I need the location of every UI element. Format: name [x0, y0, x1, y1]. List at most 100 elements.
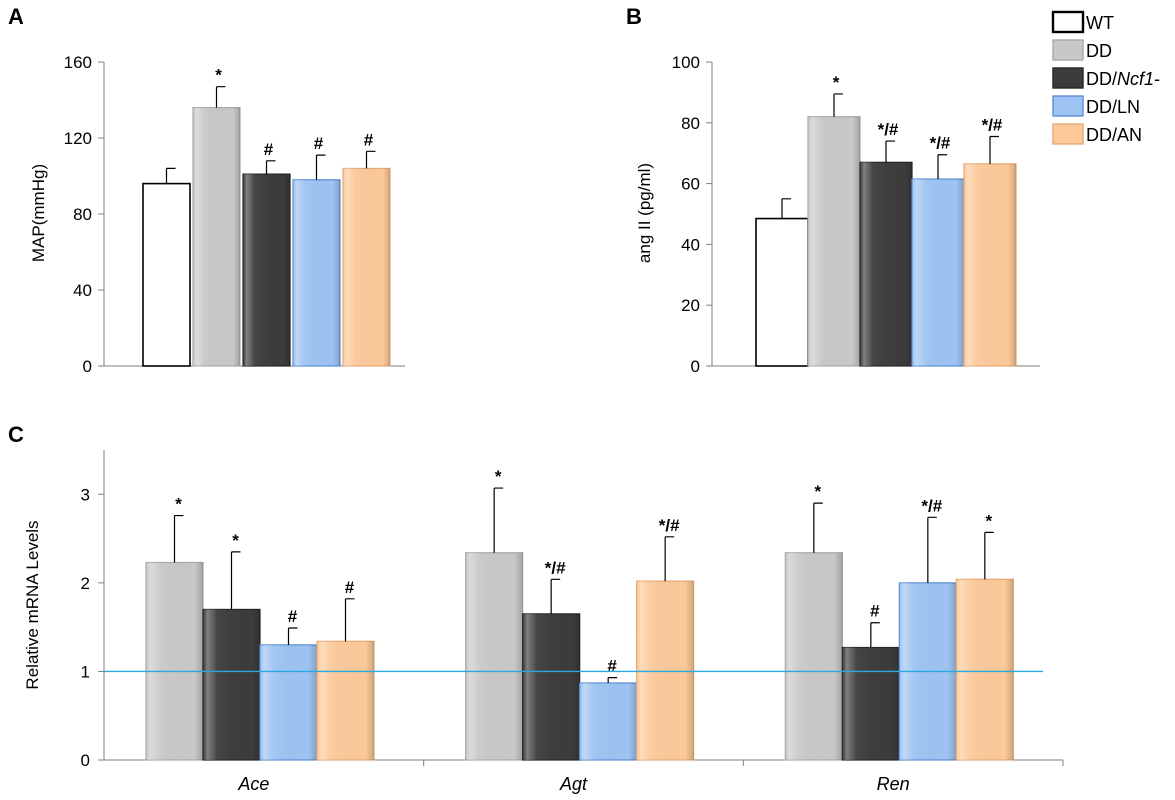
y-axis-label-c: Relative mRNA Levels: [23, 520, 42, 689]
y-tick-label-b: 100: [672, 53, 700, 72]
legend-label-DDNcf1: DD/Ncf1-: [1086, 69, 1160, 89]
y-tick-label-b: 80: [681, 114, 700, 133]
y-tick-label-c: 0: [81, 751, 90, 770]
error-bar-c-Ace-DD: [173, 514, 184, 563]
y-tick-label-c: 2: [81, 574, 90, 593]
significance-label-c: */#: [921, 496, 942, 515]
significance-label-b: */#: [878, 120, 899, 139]
chart-panel-a: MAP(mmHg) 0 40 80 120 160 * # # #: [29, 53, 405, 376]
error-bar-a-WT: [165, 167, 176, 184]
significance-label-b: */#: [982, 115, 1003, 134]
bar-b-DD-shade: [808, 116, 860, 366]
bar-a-DDLN-shade: [293, 179, 340, 366]
bar-c-Agt-DDNcf1-shade: [522, 613, 580, 760]
significance-label-c: *: [232, 531, 239, 550]
error-bar-b-DD: [833, 93, 843, 117]
bar-c-Ace-DDNcf1-shade: [203, 609, 260, 760]
significance-label-c: *: [986, 511, 993, 530]
y-tick-label-b: 0: [691, 357, 700, 376]
error-bar-c-Agt-DD: [493, 487, 504, 553]
significance-label-c: #: [870, 602, 880, 621]
significance-label-a: #: [364, 130, 374, 149]
bar-b-DDLN-shade: [912, 179, 964, 366]
bar-a-WT: [142, 182, 191, 367]
significance-label-c: *: [175, 495, 182, 514]
error-bar-c-Agt-DDAN: [664, 536, 675, 582]
y-tick-label-a: 160: [64, 53, 92, 72]
bar-b-DDAN-shade: [964, 163, 1016, 366]
significance-label-c: #: [345, 578, 355, 597]
significance-label-c: */#: [659, 516, 680, 535]
significance-label-c: */#: [545, 558, 566, 577]
legend-label-suffix: -: [1154, 69, 1160, 89]
bar-c-Ace-DD-shade: [146, 562, 203, 760]
legend-swatch-DDNcf1: [1052, 67, 1084, 89]
y-tick-label-c: 3: [81, 485, 90, 504]
bar-c-Agt-DDAN-shade: [636, 581, 694, 760]
legend-label-WT: WT: [1086, 13, 1114, 33]
error-bar-c-Ren-DDAN: [984, 531, 994, 580]
significance-label-c: #: [607, 657, 617, 676]
bar-a-DDAN-shade: [343, 168, 390, 366]
y-tick-label-b: 40: [681, 235, 700, 254]
error-bar-a-DD: [215, 86, 226, 108]
error-bar-b-DDNcf1: [885, 140, 895, 163]
error-bar-c-Ren-DD: [813, 502, 823, 553]
legend-swatch-DD: [1052, 39, 1084, 61]
error-bar-c-Agt-DDNcf1: [550, 578, 561, 614]
panel-letter-b: B: [626, 4, 642, 29]
bar-b-DDNcf1-shade: [860, 162, 912, 366]
y-axis-label-a: MAP(mmHg): [29, 164, 48, 262]
legend-swatch-DDAN: [1052, 123, 1084, 145]
error-bar-b-DDAN: [989, 135, 999, 164]
panel-letter-c: C: [8, 422, 24, 447]
y-tick-label-b: 20: [681, 296, 700, 315]
legend-label-DD: DD: [1086, 41, 1112, 61]
legend-label-DDLN: DD/LN: [1086, 97, 1140, 117]
error-bar-b-WT: [781, 198, 791, 219]
error-bar-c-Ace-DDNcf1: [230, 551, 241, 610]
legend-swatch-WT: [1051, 10, 1085, 34]
bar-c-Ren-DD-shade: [785, 552, 843, 760]
bar-b-WT: [755, 217, 809, 367]
error-bar-c-Agt-DDLN: [607, 677, 618, 683]
legend-label-DDAN: DD/AN: [1086, 125, 1142, 145]
bar-a-DD-shade: [193, 107, 240, 366]
bar-c-Agt-DD-shade: [465, 552, 523, 760]
error-bar-c-Ren-DDNcf1: [870, 622, 880, 648]
legend-label-text: WT: [1086, 13, 1114, 33]
y-tick-label-b: 60: [681, 175, 700, 194]
legend-label-italic: Ncf1: [1117, 69, 1154, 89]
bar-c-Ren-DDAN-shade: [956, 579, 1014, 760]
bar-c-Ace-DDAN-shade: [317, 641, 374, 760]
legend-label-text: DD/LN: [1086, 97, 1140, 117]
bar-c-Ren-DDNcf1-shade: [842, 647, 900, 760]
y-tick-label-a: 40: [73, 281, 92, 300]
significance-label-a: #: [264, 140, 274, 159]
bar-c-Agt-DDLN-shade: [579, 682, 637, 760]
significance-label-c: *: [495, 467, 502, 486]
error-bar-c-Ren-DDLN: [927, 516, 937, 583]
y-tick-label-a: 120: [64, 129, 92, 148]
legend-label-text: DD/: [1086, 69, 1117, 89]
significance-label-a: #: [314, 134, 324, 153]
legend-label-text: DD: [1086, 41, 1112, 61]
y-tick-label-c: 1: [81, 662, 90, 681]
error-bar-a-DDNcf1: [265, 160, 276, 175]
error-bar-a-DDAN: [365, 150, 376, 169]
significance-label-a: *: [215, 66, 222, 85]
y-tick-label-a: 0: [83, 357, 92, 376]
chart-panel-c: Relative mRNA Levels 0 1 2 3 * * # # Ace * */# # */#…: [23, 450, 1064, 794]
significance-label-b: *: [833, 73, 840, 92]
significance-label-b: */#: [930, 134, 951, 153]
bar-c-Ace-DDLN-shade: [260, 644, 317, 760]
error-bar-a-DDLN: [315, 154, 326, 180]
significance-label-c: #: [288, 607, 298, 626]
category-label-agt: Agt: [559, 774, 588, 794]
error-bar-b-DDLN: [937, 154, 947, 180]
y-axis-label-b: ang II (pg/ml): [635, 163, 654, 263]
category-label-ace: Ace: [237, 774, 269, 794]
bar-a-DDNcf1-shade: [243, 174, 290, 366]
